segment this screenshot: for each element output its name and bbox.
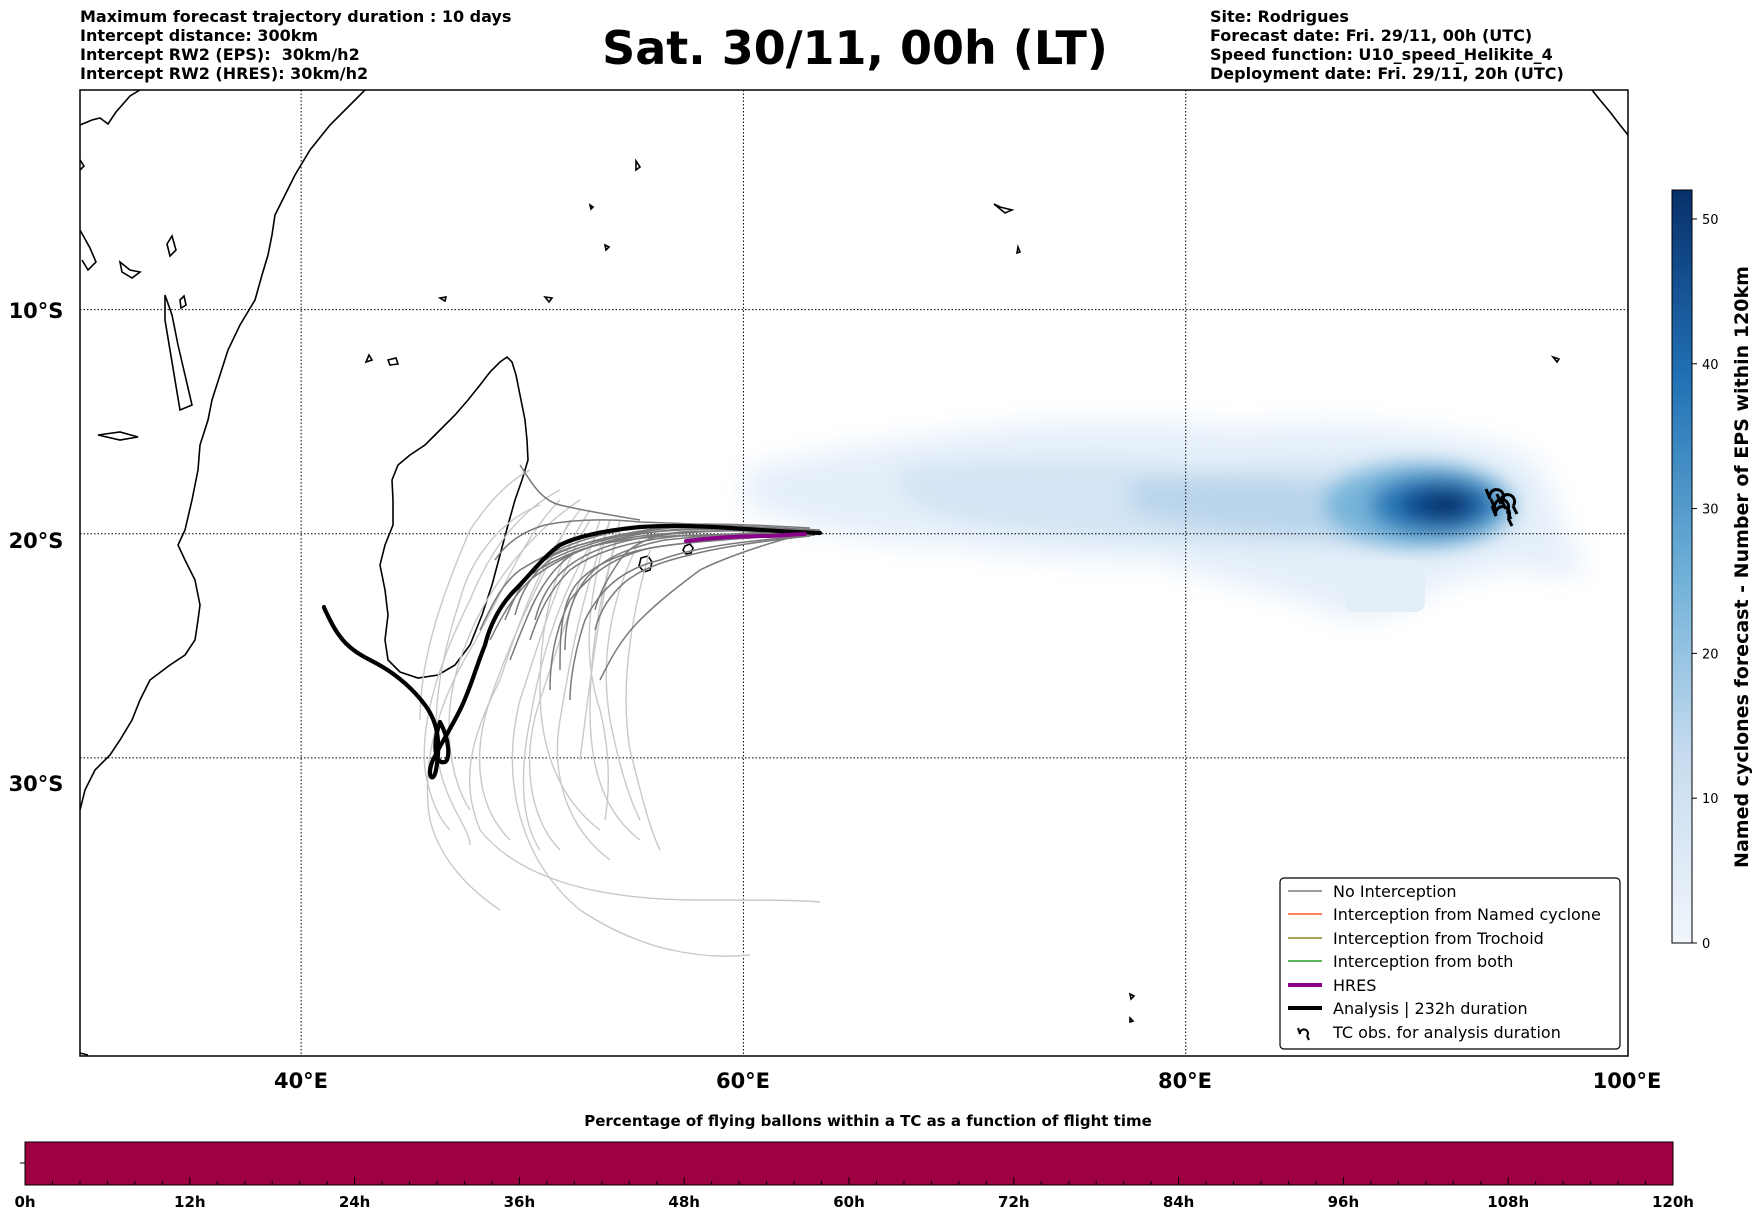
cyclone-symbol-icon — [1495, 493, 1519, 515]
legend-label-trochoid: Interception from Trochoid — [1333, 929, 1544, 948]
flight-time-tick-label: 108h — [1487, 1193, 1529, 1211]
flight-time-tick-label: 12h — [174, 1193, 206, 1211]
flight-time-tick-label: 96h — [1328, 1193, 1360, 1211]
coastlines — [80, 90, 1628, 1056]
graticule-grid — [80, 90, 1628, 1056]
legend-box — [1279, 877, 1621, 1050]
header-intercept-distance: Intercept distance: 300km — [80, 26, 319, 45]
flight-time-tick-label: 24h — [339, 1193, 371, 1211]
colorbar-label: Named cyclones forecast - Number of EPS … — [1731, 266, 1752, 868]
colorbar-tick-label: 0 — [1702, 937, 1710, 952]
header-left-info: Maximum forecast trajectory duration : 1… — [80, 7, 511, 83]
cyclone-symbol-icon — [1490, 505, 1514, 527]
colorbar-tick-label: 30 — [1702, 503, 1719, 518]
lon-label-80e: 80°E — [1158, 1069, 1212, 1093]
flight-time-tick-label: 72h — [998, 1193, 1030, 1211]
lat-label-30s: 30°S — [9, 772, 64, 796]
colorbar-gradient — [1671, 189, 1693, 944]
lon-label-100e: 100°E — [1593, 1069, 1662, 1093]
africa-coastline — [80, 90, 366, 811]
header-intercept-eps: Intercept RW2 (EPS): 30km/h2 — [80, 45, 360, 64]
header-max-duration: Maximum forecast trajectory duration : 1… — [80, 7, 512, 26]
flight-time-tick-label: 48h — [668, 1193, 700, 1211]
legend-label-both: Interception from both — [1333, 952, 1513, 971]
hres-track — [684, 532, 807, 543]
legend-label-named-cyclone: Interception from Named cyclone — [1333, 905, 1601, 924]
analysis-track-loop — [433, 719, 451, 765]
flight-time-tick-label: 0h — [14, 1193, 35, 1211]
header-site: Site: Rodrigues — [1210, 7, 1349, 26]
madagascar-coastline — [379, 355, 529, 679]
flight-time-ticks: 0h 12h 24h 36h 48h 60h 72h 84h 96h 108h 120h — [14, 1177, 1694, 1211]
lat-label-10s: 10°S — [9, 299, 64, 323]
header-deployment-date: Deployment date: Fri. 29/11, 20h (UTC) — [1210, 64, 1564, 83]
flight-time-tick-label: 84h — [1163, 1193, 1195, 1211]
header-right-info: Site: Rodrigues Forecast date: Fri. 29/1… — [1210, 7, 1564, 83]
header-intercept-hres: Intercept RW2 (HRES): 30km/h2 — [80, 64, 369, 83]
colorbar-tick-label: 20 — [1702, 647, 1719, 662]
map-border — [79, 89, 1629, 1057]
density-colorbar: 0 10 20 30 40 50 Named cyclones forecast - Nu… — [1671, 189, 1752, 952]
map-legend: No Interception Interception from Named … — [1279, 877, 1621, 1050]
header-speed-function: Speed function: U10_speed_Helikite_4 — [1210, 45, 1553, 64]
header-forecast-date: Forecast date: Fri. 29/11, 00h (UTC) — [1210, 26, 1533, 45]
reunion-coastline — [682, 543, 694, 555]
colorbar-ticks: 0 10 20 30 40 50 — [1692, 213, 1719, 952]
flight-time-bar-title: Percentage of flying ballons within a TC… — [584, 1112, 1152, 1130]
tc-observation-cluster — [1484, 488, 1519, 527]
legend-label-hres: HRES — [1333, 976, 1376, 995]
colorbar-tick-label: 40 — [1702, 358, 1719, 373]
cyclone-density-field — [743, 422, 1584, 618]
legend-label-analysis: Analysis | 232h duration — [1333, 999, 1528, 1018]
analysis-track — [321, 523, 823, 780]
lon-label-60e: 60°E — [716, 1069, 770, 1093]
map-title: Sat. 30/11, 00h (LT) — [602, 21, 1108, 75]
flight-time-tick-label: 120h — [1652, 1193, 1694, 1211]
colorbar-tick-label: 10 — [1702, 792, 1719, 807]
flight-time-tick-label: 36h — [504, 1193, 536, 1211]
legend-label-tc-obs: TC obs. for analysis duration — [1332, 1023, 1561, 1042]
colorbar-tick-label: 50 — [1702, 213, 1719, 228]
legend-label-no-interception: No Interception — [1333, 882, 1457, 901]
cyclone-symbol-icon — [1297, 1027, 1310, 1041]
flight-time-bar: Percentage of flying ballons within a TC… — [14, 1112, 1694, 1211]
lat-label-20s: 20°S — [9, 529, 64, 553]
lon-label-40e: 40°E — [274, 1069, 328, 1093]
flight-time-tick-label: 60h — [833, 1193, 865, 1211]
